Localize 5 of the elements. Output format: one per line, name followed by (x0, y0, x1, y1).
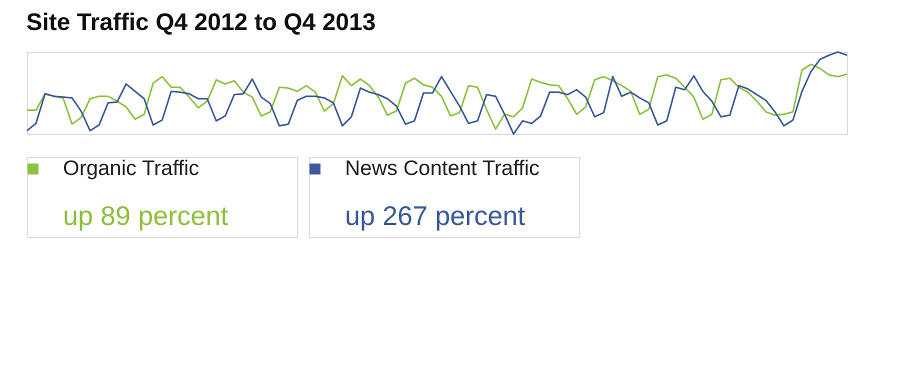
text: up 89 percent (63, 201, 229, 231)
text: up 267 percent (345, 201, 526, 231)
chart-title: Site Traffic Q4 2012 to Q4 2013 (26, 9, 376, 36)
legend-label: News Content Traffic (345, 157, 540, 180)
legend-label: Organic Traffic (63, 157, 200, 180)
